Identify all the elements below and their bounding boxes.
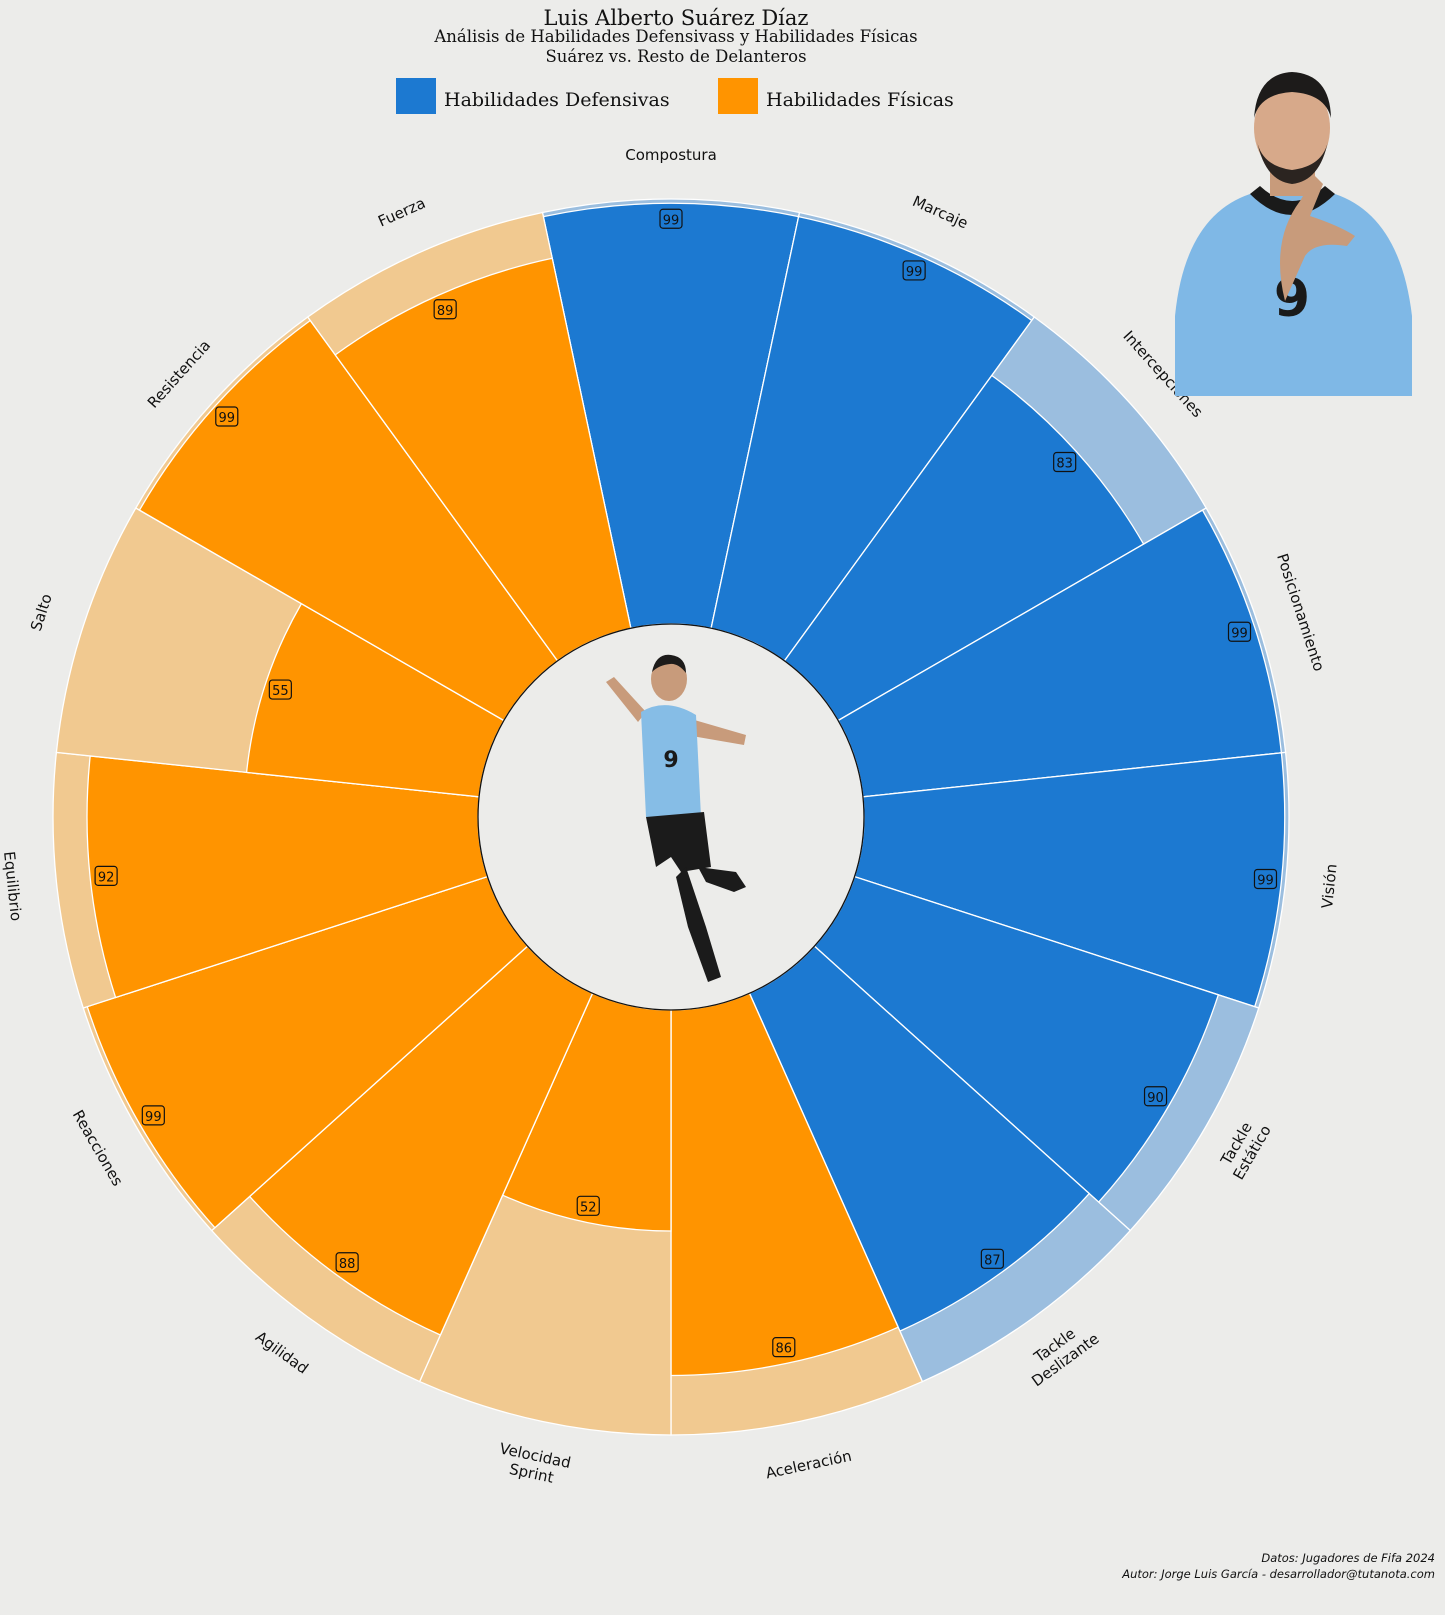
data-label-tackle-deslizante: 87: [980, 1248, 1004, 1269]
data-label-text-resistencia: 99: [219, 411, 236, 426]
category-label-posicionamiento: Posicionamiento: [1273, 551, 1328, 673]
data-label-compostura: 99: [659, 208, 683, 229]
category-label-resistencia: Resistencia: [144, 336, 214, 411]
data-label-box-aceleracion: [772, 1337, 796, 1358]
data-label-marcaje: 99: [902, 260, 926, 281]
data-label-box-marcaje: [902, 260, 926, 281]
data-label-box-tackle-deslizante: [980, 1248, 1004, 1269]
player-shorts: [646, 812, 711, 872]
data-label-vision: 99: [1253, 868, 1278, 890]
player-left-arm: [606, 677, 646, 722]
player-leg-bent: [698, 867, 746, 892]
category-label-compostura: Compostura: [625, 146, 717, 164]
category-label-vision: Visión: [1318, 863, 1341, 909]
chart-title: Luis Alberto Suárez Díaz: [543, 6, 809, 30]
data-label-text-posicionamiento: 99: [1231, 626, 1248, 641]
legend-swatch-physical: [718, 78, 758, 114]
data-label-text-tackle-estatico: 90: [1147, 1091, 1164, 1106]
data-label-box-salto: [268, 679, 292, 700]
data-label-resistencia: 99: [215, 406, 239, 427]
data-label-box-fuerza: [433, 299, 457, 320]
category-label-tackle-deslizante: TackleDeslizante: [1018, 1315, 1103, 1390]
player-head: [651, 657, 687, 701]
legend-swatch-defensive: [396, 78, 436, 114]
data-label-text-reacciones: 99: [145, 1110, 162, 1125]
category-label-agilidad: Agilidad: [252, 1327, 312, 1377]
data-label-text-fuerza: 89: [437, 304, 454, 319]
category-label-equilibrio: Equilibrio: [0, 850, 25, 922]
credits: Datos: Jugadores de Fifa 2024 Autor: Jor…: [1122, 1550, 1435, 1582]
player-right-arm: [686, 719, 746, 745]
data-label-aceleracion: 86: [772, 1337, 796, 1358]
player-hair: [652, 654, 686, 673]
data-label-box-velocidad-sprint: [576, 1195, 600, 1216]
data-label-box-posicionamiento: [1227, 621, 1252, 642]
credits-author: Autor: Jorge Luis García - desarrollador…: [1122, 1567, 1435, 1581]
data-label-box-reacciones: [141, 1105, 165, 1126]
data-label-posicionamiento: 99: [1227, 621, 1252, 642]
data-label-text-intercepciones: 83: [1056, 457, 1073, 472]
credits-data-source: Datos: Jugadores de Fifa 2024: [1261, 1551, 1435, 1565]
data-label-reacciones: 99: [141, 1105, 165, 1126]
data-label-text-equilibrio: 92: [98, 870, 115, 885]
data-label-box-intercepciones: [1053, 451, 1077, 473]
data-label-agilidad: 88: [335, 1252, 359, 1273]
player-shirt: [641, 705, 701, 817]
data-label-box-vision: [1253, 868, 1278, 890]
category-label-reacciones: Reacciones: [69, 1107, 127, 1189]
category-label-velocidad-sprint: VelocidadSprint: [494, 1439, 572, 1489]
player-leg: [676, 867, 721, 982]
data-label-text-vision: 99: [1257, 873, 1274, 888]
category-label-marcaje: Marcaje: [910, 192, 971, 232]
data-label-box-compostura: [659, 208, 683, 229]
data-label-fuerza: 89: [433, 299, 457, 320]
data-label-text-tackle-deslizante: 87: [984, 1253, 1001, 1268]
data-label-intercepciones: 83: [1053, 451, 1077, 473]
player-shirt-number: 9: [663, 748, 678, 773]
data-label-salto: 55: [268, 679, 292, 700]
data-label-box-agilidad: [335, 1252, 359, 1273]
data-label-box-equilibrio: [94, 865, 118, 886]
chart-subtitle: Análisis de Habilidades Defensivass y Ha…: [434, 27, 918, 46]
legend-label-defensive: Habilidades Defensivas: [444, 89, 670, 111]
category-label-tackle-estatico: TackleEstático: [1214, 1113, 1275, 1183]
chart-comparison: Suárez vs. Resto de Delanteros: [545, 47, 807, 66]
category-label-salto: Salto: [27, 592, 56, 634]
legend-label-physical: Habilidades Físicas: [766, 89, 954, 111]
data-label-text-aceleracion: 86: [776, 1342, 793, 1357]
data-label-velocidad-sprint: 52: [576, 1195, 600, 1216]
data-label-box-resistencia: [215, 406, 239, 427]
data-label-box-tackle-estatico: [1143, 1086, 1168, 1107]
data-label-text-agilidad: 88: [339, 1257, 356, 1272]
data-label-text-velocidad-sprint: 52: [580, 1200, 597, 1215]
category-label-fuerza: Fuerza: [375, 194, 428, 231]
data-label-text-compostura: 99: [663, 213, 680, 228]
category-label-aceleracion: Aceleración: [764, 1447, 853, 1483]
data-label-text-marcaje: 99: [906, 265, 923, 280]
data-label-equilibrio: 92: [94, 865, 118, 886]
player-portrait-image: 9: [1175, 72, 1412, 396]
data-label-text-salto: 55: [272, 684, 289, 699]
data-label-tackle-estatico: 90: [1143, 1086, 1168, 1107]
player-action-image: 9: [606, 654, 746, 982]
